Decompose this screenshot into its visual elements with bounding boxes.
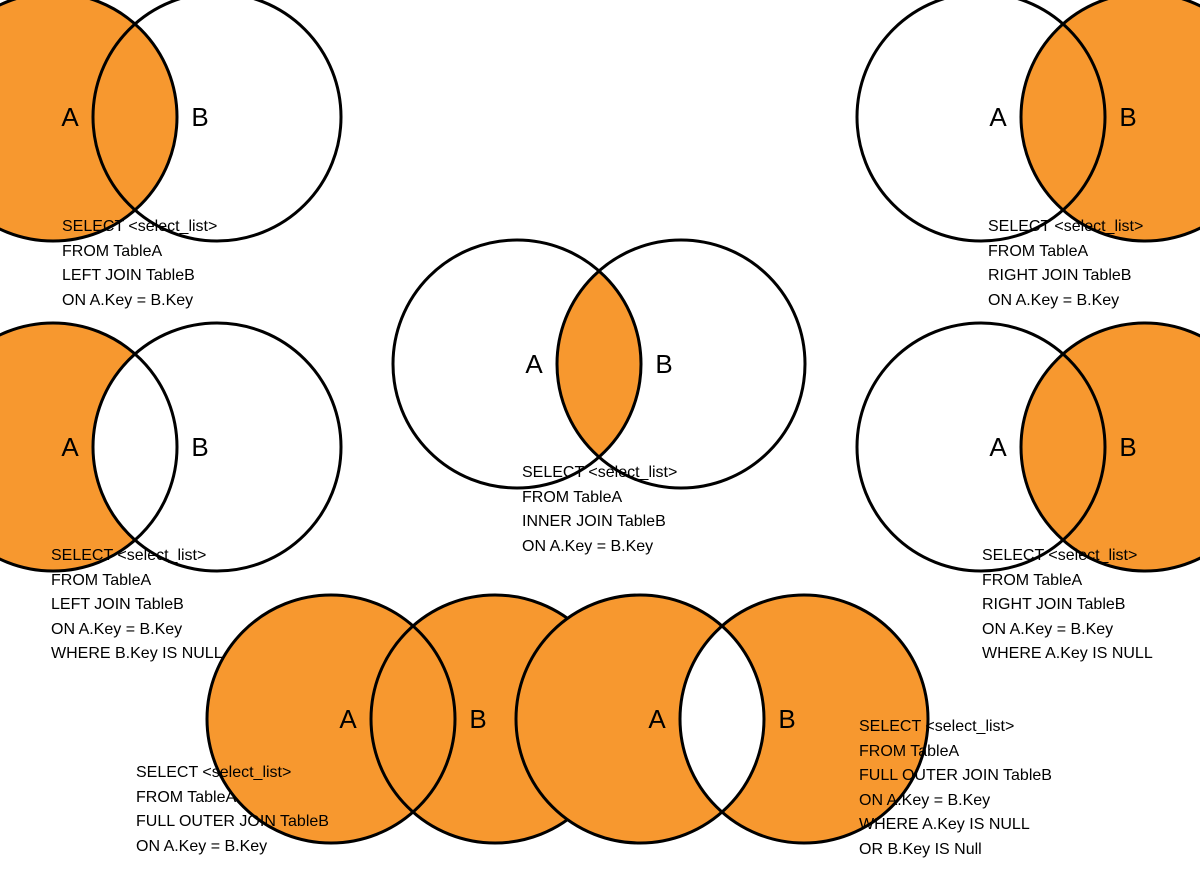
circle-b — [1019, 321, 1200, 573]
circle-a — [514, 593, 766, 845]
sql-line: ON A.Key = B.Key — [988, 291, 1120, 309]
inner-join-sql: SELECT <select_list> FROM TableA INNER JOI… — [522, 461, 677, 559]
intersection-region — [93, 23, 178, 211]
label-b: B — [191, 102, 208, 132]
sql-line: ON A.Key = B.Key — [62, 291, 194, 309]
sql-line: ON A.Key = B.Key — [859, 791, 991, 809]
label-b: B — [191, 432, 208, 462]
intersection-region — [1021, 23, 1105, 211]
label-a: A — [61, 102, 79, 132]
label-b: B — [1119, 102, 1136, 132]
b-only-region — [1063, 0, 1200, 241]
b-only-region — [1063, 323, 1200, 571]
label-b: B — [778, 704, 795, 734]
b-only-region — [722, 595, 929, 843]
sql-line: FROM TableA — [62, 242, 163, 260]
a-only-region — [206, 595, 413, 843]
right-anti-join-sql: SELECT <select_list> FROM TableA RIGHT JOI… — [982, 544, 1153, 667]
label-a: A — [648, 704, 666, 734]
intersection-region — [557, 270, 641, 458]
full-outer-join-sql: SELECT <select_list> FROM TableA FULL OUTE… — [136, 761, 329, 859]
sql-line: SELECT <select_list> — [859, 718, 1015, 735]
full-outer-anti-join-sql: SELECT <select_list> FROM TableA FULL OUTE… — [859, 715, 1052, 862]
sql-line: LEFT JOIN TableB — [51, 596, 184, 613]
sql-line: WHERE A.Key IS NULL — [859, 816, 1030, 833]
sql-line: ON A.Key = B.Key — [982, 620, 1114, 638]
sql-line: FULL OUTER JOIN TableB — [136, 813, 329, 830]
sql-line: SELECT <select_list> — [988, 218, 1144, 235]
sql-line: LEFT JOIN TableB — [62, 267, 195, 284]
label-b: B — [469, 704, 486, 734]
sql-line: RIGHT JOIN TableB — [988, 267, 1132, 284]
sql-line: SELECT <select_list> — [136, 764, 292, 781]
circle-b — [678, 593, 930, 845]
circle-b — [555, 238, 807, 490]
label-a: A — [989, 432, 1007, 462]
sql-line: ON A.Key = B.Key — [136, 837, 268, 855]
sql-line: OR B.Key IS Null — [859, 840, 982, 858]
sql-line: FROM TableA — [51, 571, 152, 589]
sql-line: FROM TableA — [988, 242, 1089, 260]
label-b: B — [1119, 432, 1136, 462]
sql-line: FROM TableA — [859, 742, 960, 760]
sql-line: SELECT <select_list> — [62, 218, 218, 235]
a-only-region — [0, 0, 135, 241]
sql-line: ON A.Key = B.Key — [522, 537, 654, 555]
label-a: A — [61, 432, 79, 462]
sql-line: SELECT <select_list> — [982, 547, 1138, 564]
label-b: B — [655, 349, 672, 379]
sql-line: SELECT <select_list> — [522, 464, 678, 481]
circle-a — [855, 321, 1107, 573]
circle-a — [391, 238, 643, 490]
a-only-region — [515, 594, 722, 843]
circle-a — [855, 0, 1107, 243]
sql-line: WHERE B.Key IS NULL — [51, 645, 223, 662]
circle-a — [205, 593, 457, 845]
sql-line: WHERE A.Key IS NULL — [982, 645, 1153, 662]
left-anti-join-sql: SELECT <select_list> FROM TableA LEFT JOIN… — [51, 544, 223, 667]
sql-line: FROM TableA — [522, 488, 623, 506]
sql-line: ON A.Key = B.Key — [51, 620, 183, 638]
sql-line: FROM TableA — [982, 571, 1083, 589]
right-join-sql: SELECT <select_list> FROM TableA RIGHT JOI… — [988, 215, 1143, 313]
label-a: A — [339, 704, 357, 734]
circle-b — [1019, 0, 1200, 243]
circle-a — [0, 321, 179, 573]
label-a: A — [989, 102, 1007, 132]
a-only-region — [0, 323, 135, 571]
left-join-sql: SELECT <select_list> FROM TableA LEFT JOIN… — [62, 215, 217, 313]
circle-a — [0, 0, 179, 243]
sql-line: FULL OUTER JOIN TableB — [859, 767, 1052, 784]
intersection-region — [1021, 353, 1105, 541]
sql-line: FROM TableA — [136, 788, 237, 806]
intersection-region — [371, 625, 455, 813]
circle-b — [91, 321, 343, 573]
sql-line: SELECT <select_list> — [51, 547, 207, 564]
circle-b — [91, 0, 343, 243]
sql-line: INNER JOIN TableB — [522, 513, 666, 530]
label-a: A — [525, 349, 543, 379]
sql-line: RIGHT JOIN TableB — [982, 596, 1126, 613]
